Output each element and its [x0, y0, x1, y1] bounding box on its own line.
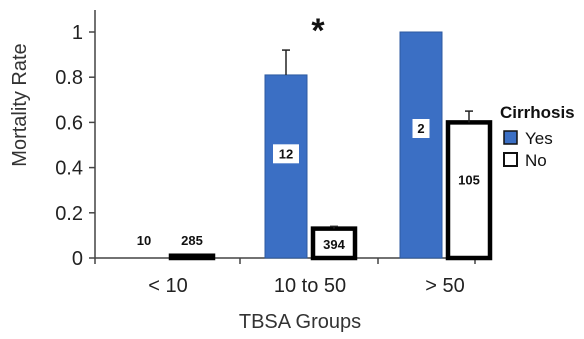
count-label: 105: [458, 172, 480, 187]
count-label: 2: [417, 121, 424, 136]
x-axis-title: TBSA Groups: [239, 311, 361, 333]
legend-swatch-yes: [503, 130, 518, 145]
y-tick-label: 0.6: [55, 112, 83, 134]
y-axis: 0 0.2 0.4 0.6 0.8 1: [55, 10, 96, 270]
legend-title: Cirrhosis: [500, 103, 575, 122]
count-label: 285: [181, 233, 203, 248]
bar-cirrhosis-no: [310, 226, 358, 261]
x-axis: < 10 10 to 50 > 50: [94, 257, 476, 297]
count-label: 12: [279, 146, 293, 161]
bar-count-labels: 10 285 12 394 2 105 *: [137, 12, 487, 252]
y-tick-label: 0.8: [55, 67, 83, 89]
count-label-bg: [273, 144, 299, 164]
y-tick-label: 0.2: [55, 203, 83, 225]
y-tick-label: 1: [72, 22, 83, 44]
y-tick-label: 0.4: [55, 158, 83, 180]
significance-marker: *: [311, 12, 325, 50]
y-axis-title: Mortality Rate: [9, 43, 31, 166]
x-tick-label: < 10: [148, 275, 187, 297]
y-tick-label: 0: [72, 248, 83, 270]
count-label-bg: [451, 170, 487, 190]
x-tick-label: 10 to 50: [274, 275, 346, 297]
count-label: 394: [323, 237, 345, 252]
bar-cirrhosis-yes: [399, 31, 443, 259]
bar-cirrhosis-yes: [264, 74, 308, 259]
legend-label-no: No: [525, 151, 547, 170]
x-tick-label: > 50: [425, 275, 464, 297]
count-label: 10: [137, 233, 151, 248]
bar-cirrhosis-no: [445, 120, 493, 261]
bar-cirrhosis-no: [168, 253, 216, 261]
count-label-bg: [412, 119, 430, 138]
legend: Cirrhosis Yes No: [500, 103, 575, 170]
legend-label-yes: Yes: [525, 129, 553, 148]
legend-swatch-no: [503, 152, 518, 167]
bars: [168, 31, 493, 261]
